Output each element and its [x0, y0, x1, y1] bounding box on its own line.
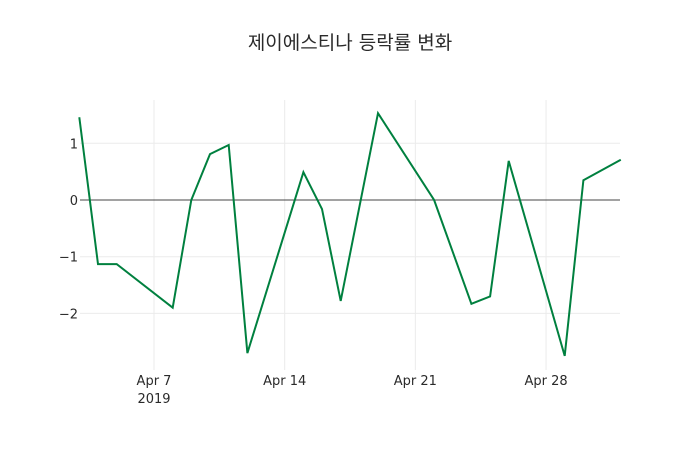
y-tick-label: −1 — [59, 251, 78, 266]
x-tick-label: Apr 28 — [524, 374, 567, 389]
x-tick-label: Apr 21 — [394, 374, 437, 389]
x-axis-ticks: Apr 7 2019 Apr 14 Apr 21 Apr 28 — [137, 374, 568, 407]
chart-title: 제이에스티나 등락률 변화 — [247, 32, 453, 54]
x-tick-label: Apr 7 — [137, 374, 172, 389]
gridlines — [80, 100, 620, 370]
series-line — [78, 110, 622, 357]
y-axis-ticks: 1 0 −1 −2 — [59, 137, 78, 322]
x-tick-year-label: 2019 — [137, 392, 170, 407]
y-tick-label: −2 — [59, 307, 78, 322]
y-tick-label: 0 — [70, 194, 78, 209]
x-tick-label: Apr 14 — [263, 374, 306, 389]
data-line — [78, 110, 622, 357]
y-tick-label: 1 — [70, 137, 78, 152]
